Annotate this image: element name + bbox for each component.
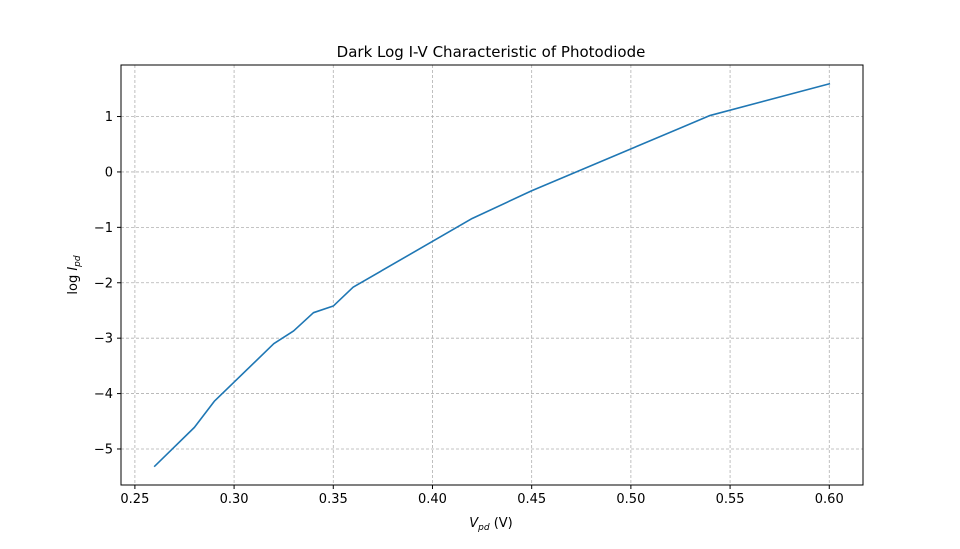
y-axis: −5 −4 −3 −2 −1 0 1 <box>94 110 121 457</box>
y-axis-label-main: I <box>66 267 81 271</box>
y-tick-label: −2 <box>94 276 113 291</box>
y-tick-label: −3 <box>94 332 113 347</box>
x-tick-label: 0.45 <box>517 492 546 507</box>
x-axis-label: Vpd (V) <box>469 516 513 533</box>
y-tick-label: −4 <box>94 387 113 402</box>
x-tick-label: 0.30 <box>220 492 249 507</box>
x-axis-label-sub: pd <box>477 523 490 533</box>
y-axis-label-prefix: log <box>66 271 81 295</box>
x-tick-label: 0.40 <box>418 492 447 507</box>
x-tick-label: 0.25 <box>120 492 149 507</box>
x-tick-label: 0.60 <box>815 492 844 507</box>
y-tick-label: −1 <box>94 221 113 236</box>
x-tick-label: 0.55 <box>716 492 745 507</box>
chart-title: Dark Log I-V Characteristic of Photodiod… <box>337 43 646 61</box>
y-tick-label: 1 <box>105 110 113 125</box>
x-axis-label-main: V <box>469 516 479 531</box>
x-tick-label: 0.35 <box>319 492 348 507</box>
y-tick-label: −5 <box>94 442 113 457</box>
grid-lines <box>121 65 863 485</box>
series-layer <box>153 82 831 468</box>
y-axis-label-sub: pd <box>73 255 83 268</box>
plot-frame <box>120 64 864 486</box>
x-axis-label-unit: (V) <box>490 516 513 531</box>
y-axis-label: log Ipd <box>66 255 83 295</box>
x-axis: 0.25 0.30 0.35 0.40 0.45 0.50 0.55 0.60 <box>120 485 844 507</box>
y-tick-label: 0 <box>105 165 113 180</box>
x-tick-label: 0.50 <box>616 492 645 507</box>
series-line <box>153 82 831 468</box>
